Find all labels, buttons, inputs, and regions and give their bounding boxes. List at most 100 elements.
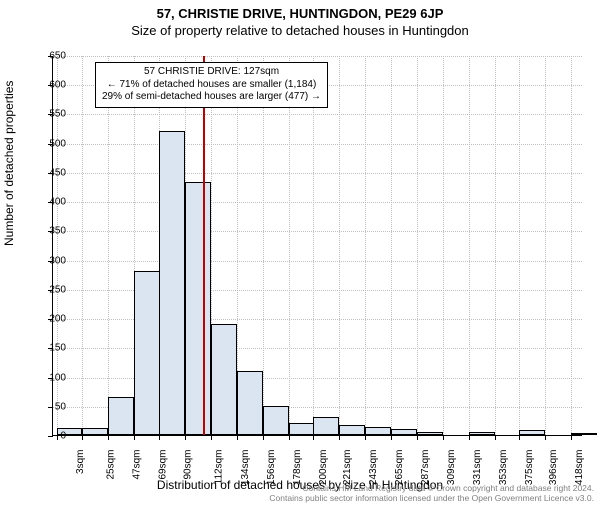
xtick-label: 178sqm [292,450,303,486]
histogram-bar [237,371,263,435]
gridline-h [53,173,582,174]
gridline-v [519,56,520,435]
xtick-label: 25sqm [106,450,117,480]
gridline-h [53,348,582,349]
xtick-mark [519,435,520,440]
histogram-bar [211,324,237,435]
gridline-h [53,261,582,262]
gridline-v [571,56,572,435]
xtick-label: 156sqm [266,450,277,486]
gridline-v [417,56,418,435]
xtick-label: 90sqm [183,450,194,480]
y-axis-label: Number of detached properties [2,81,16,246]
xtick-mark [159,435,160,440]
ytick-label: 450 [26,167,66,178]
xtick-mark [365,435,366,440]
ytick-label: 600 [26,80,66,91]
gridline-v [545,56,546,435]
histogram-bar [469,432,495,435]
xtick-label: 112sqm [213,450,224,485]
xtick-label: 69sqm [158,450,169,480]
annotation-line-1: 57 CHRISTIE DRIVE: 127sqm [102,66,321,79]
xtick-mark [469,435,470,440]
gridline-h [53,114,582,115]
xtick-mark [211,435,212,440]
xtick-mark [289,435,290,440]
histogram-bar [365,427,391,435]
gridline-v [469,56,470,435]
histogram-bar [159,131,185,435]
ytick-label: 50 [26,401,66,412]
ytick-label: 650 [26,51,66,62]
xtick-mark [134,435,135,440]
xtick-mark [237,435,238,440]
title-address: 57, CHRISTIE DRIVE, HUNTINGDON, PE29 6JP [0,6,600,21]
gridline-v [108,56,109,435]
histogram-chart: 57 CHRISTIE DRIVE: 127sqm← 71% of detach… [52,56,582,436]
xtick-mark [495,435,496,440]
xtick-label: 243sqm [368,450,379,486]
ytick-label: 200 [26,314,66,325]
histogram-bar [108,397,134,435]
histogram-bar [313,417,339,435]
xtick-mark [185,435,186,440]
gridline-h [53,319,582,320]
gridline-v [495,56,496,435]
xtick-label: 309sqm [446,450,457,486]
histogram-bar [571,433,597,435]
histogram-bar [289,423,315,435]
xtick-mark [108,435,109,440]
xtick-mark [545,435,546,440]
gridline-v [313,56,314,435]
ytick-label: 300 [26,255,66,266]
gridline-h [53,56,582,57]
gridline-v [443,56,444,435]
xtick-label: 265sqm [394,450,405,486]
gridline-v [365,56,366,435]
histogram-bar [134,271,160,435]
footer-attribution: Contains HM Land Registry data © Crown c… [269,484,594,504]
xtick-mark [443,435,444,440]
gridline-h [53,231,582,232]
footer-line-2: Contains public sector information licen… [269,494,594,504]
ytick-label: 500 [26,138,66,149]
xtick-mark [313,435,314,440]
histogram-bar [417,432,443,436]
xtick-label: 221sqm [342,450,353,486]
histogram-bar [339,425,365,435]
ytick-label: 150 [26,343,66,354]
xtick-label: 331sqm [472,450,483,486]
xtick-label: 418sqm [574,450,585,486]
reference-line [203,56,205,435]
gridline-v [289,56,290,435]
annotation-line-3: 29% of semi-detached houses are larger (… [102,91,321,104]
xtick-mark [571,435,572,440]
xtick-label: 396sqm [548,450,559,486]
annotation-line-2: ← 71% of detached houses are smaller (1,… [102,79,321,92]
gridline-h [53,378,582,379]
xtick-mark [82,435,83,440]
xtick-label: 3sqm [74,450,85,474]
xtick-mark [391,435,392,440]
xtick-label: 134sqm [240,450,251,486]
xtick-mark [417,435,418,440]
gridline-v [82,56,83,435]
histogram-bar [82,428,108,435]
ytick-label: 100 [26,372,66,383]
ytick-label: 400 [26,197,66,208]
plot-area: 57 CHRISTIE DRIVE: 127sqm← 71% of detach… [52,56,582,436]
xtick-label: 375sqm [524,450,535,486]
gridline-v [391,56,392,435]
gridline-h [53,144,582,145]
xtick-mark [263,435,264,440]
xtick-label: 200sqm [318,450,329,486]
histogram-bar [263,406,289,435]
histogram-bar [185,182,211,435]
xtick-mark [339,435,340,440]
ytick-label: 0 [26,431,66,442]
histogram-bar [519,430,545,435]
ytick-label: 250 [26,284,66,295]
gridline-v [339,56,340,435]
annotation-box: 57 CHRISTIE DRIVE: 127sqm← 71% of detach… [95,62,328,108]
xtick-label: 287sqm [420,450,431,486]
